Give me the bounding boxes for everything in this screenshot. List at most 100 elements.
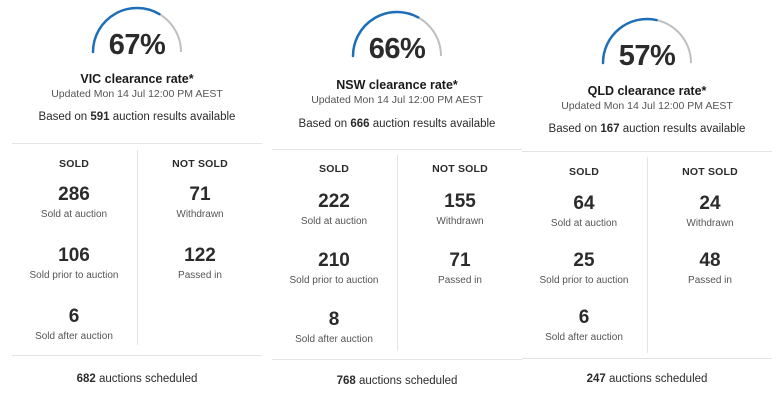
- based-suffix: auction results available: [369, 118, 496, 130]
- divider: [272, 149, 522, 150]
- sold-header: SOLD: [319, 163, 349, 175]
- clearance-title: VIC clearance rate*: [80, 72, 194, 86]
- stat-label: Passed in: [688, 275, 732, 286]
- clearance-gauge: 57%: [597, 15, 697, 72]
- stat-value: 6: [578, 307, 590, 328]
- sold-after-stat: 6 Sold after auction: [522, 307, 646, 343]
- based-prefix: Based on: [298, 118, 351, 130]
- divider: [522, 151, 772, 152]
- clearance-percent: 66%: [368, 33, 426, 65]
- sold-at-auction-stat: 64 Sold at auction: [522, 193, 646, 229]
- stat-value: 106: [58, 245, 90, 266]
- scheduled-suffix: auctions scheduled: [95, 373, 198, 385]
- auctions-scheduled: 768 auctions scheduled: [272, 375, 522, 387]
- stat-value: 71: [189, 184, 211, 205]
- results-count: 167: [600, 123, 620, 135]
- stat-label: Sold after auction: [35, 331, 113, 342]
- sold-at-auction-stat: 286 Sold at auction: [12, 184, 136, 220]
- results-summary: Based on 167 auction results available: [522, 123, 772, 135]
- sold-prior-stat: 106 Sold prior to auction: [12, 245, 136, 281]
- passed-in-stat: 71 Passed in: [398, 250, 522, 286]
- vic-panel: 67% VIC clearance rate* Updated Mon 14 J…: [12, 0, 262, 405]
- stat-value: 286: [58, 184, 90, 205]
- stat-value: 71: [449, 250, 471, 271]
- divider: [12, 355, 262, 356]
- stat-value: 48: [699, 250, 721, 271]
- withdrawn-stat: 71 Withdrawn: [138, 184, 262, 220]
- stat-label: Withdrawn: [436, 216, 484, 227]
- stat-label: Passed in: [438, 275, 482, 286]
- based-suffix: auction results available: [109, 111, 236, 123]
- clearance-gauge: 66%: [347, 8, 447, 65]
- stat-label: Sold prior to auction: [539, 275, 629, 286]
- stat-label: Sold at auction: [300, 216, 368, 227]
- not-sold-header: NOT SOLD: [172, 158, 228, 170]
- stat-value: 24: [699, 193, 721, 214]
- sold-after-stat: 8 Sold after auction: [272, 309, 396, 345]
- results-count: 666: [350, 118, 370, 130]
- stat-value: 64: [573, 193, 595, 214]
- clearance-gauge: 67%: [87, 4, 187, 61]
- scheduled-suffix: auctions scheduled: [605, 373, 708, 385]
- sold-header: SOLD: [59, 158, 89, 170]
- scheduled-suffix: auctions scheduled: [355, 375, 458, 387]
- updated-timestamp: Updated Mon 14 Jul 12:00 PM AEST: [311, 94, 483, 106]
- not-sold-header: NOT SOLD: [682, 166, 738, 178]
- stat-label: Withdrawn: [176, 209, 224, 220]
- gauge-svg: [351, 10, 442, 58]
- stat-label: Passed in: [178, 270, 222, 281]
- clearance-percent: 57%: [618, 40, 676, 72]
- gauge-svg: [91, 6, 182, 54]
- updated-timestamp: Updated Mon 14 Jul 12:00 PM AEST: [51, 88, 223, 100]
- results-count: 591: [90, 111, 110, 123]
- stat-label: Sold at auction: [550, 218, 618, 229]
- clearance-title: QLD clearance rate*: [587, 84, 707, 98]
- auctions-scheduled: 247 auctions scheduled: [522, 373, 772, 385]
- stat-label: Sold after auction: [545, 332, 623, 343]
- sold-prior-stat: 25 Sold prior to auction: [522, 250, 646, 286]
- stat-value: 8: [328, 309, 340, 330]
- divider: [272, 359, 522, 360]
- stat-label: Sold prior to auction: [29, 270, 119, 281]
- gauge-fill: [601, 17, 658, 65]
- withdrawn-stat: 24 Withdrawn: [648, 193, 772, 229]
- based-prefix: Based on: [38, 111, 91, 123]
- results-summary: Based on 591 auction results available: [12, 111, 262, 123]
- stat-value: 155: [444, 191, 476, 212]
- stat-label: Sold at auction: [40, 209, 108, 220]
- stat-value: 25: [573, 250, 595, 271]
- based-prefix: Based on: [548, 123, 601, 135]
- stat-value: 6: [68, 306, 80, 327]
- passed-in-stat: 122 Passed in: [138, 245, 262, 281]
- stat-value: 122: [184, 245, 216, 266]
- stat-label: Sold prior to auction: [289, 275, 379, 286]
- divider: [522, 358, 772, 359]
- scheduled-count: 768: [336, 375, 356, 387]
- not-sold-header: NOT SOLD: [432, 163, 488, 175]
- clearance-title: NSW clearance rate*: [336, 78, 458, 92]
- stat-label: Sold after auction: [295, 334, 373, 345]
- clearance-percent: 67%: [108, 29, 166, 61]
- withdrawn-stat: 155 Withdrawn: [398, 191, 522, 227]
- column-divider: [137, 150, 138, 345]
- column-divider: [397, 155, 398, 351]
- stat-label: Withdrawn: [686, 218, 734, 229]
- based-suffix: auction results available: [619, 123, 746, 135]
- passed-in-stat: 48 Passed in: [648, 250, 772, 286]
- gauge-svg: [601, 17, 692, 65]
- divider: [12, 143, 262, 144]
- nsw-panel: 66% NSW clearance rate* Updated Mon 14 J…: [272, 0, 522, 405]
- sold-prior-stat: 210 Sold prior to auction: [272, 250, 396, 286]
- gauge-fill: [91, 6, 161, 54]
- column-divider: [647, 157, 648, 353]
- sold-at-auction-stat: 222 Sold at auction: [272, 191, 396, 227]
- updated-timestamp: Updated Mon 14 Jul 12:00 PM AEST: [561, 100, 733, 112]
- scheduled-count: 682: [76, 373, 96, 385]
- stat-value: 222: [318, 191, 350, 212]
- sold-header: SOLD: [569, 166, 599, 178]
- results-summary: Based on 666 auction results available: [272, 118, 522, 130]
- scheduled-count: 247: [586, 373, 606, 385]
- gauge-fill: [351, 10, 420, 58]
- stat-value: 210: [318, 250, 350, 271]
- auctions-scheduled: 682 auctions scheduled: [12, 373, 262, 385]
